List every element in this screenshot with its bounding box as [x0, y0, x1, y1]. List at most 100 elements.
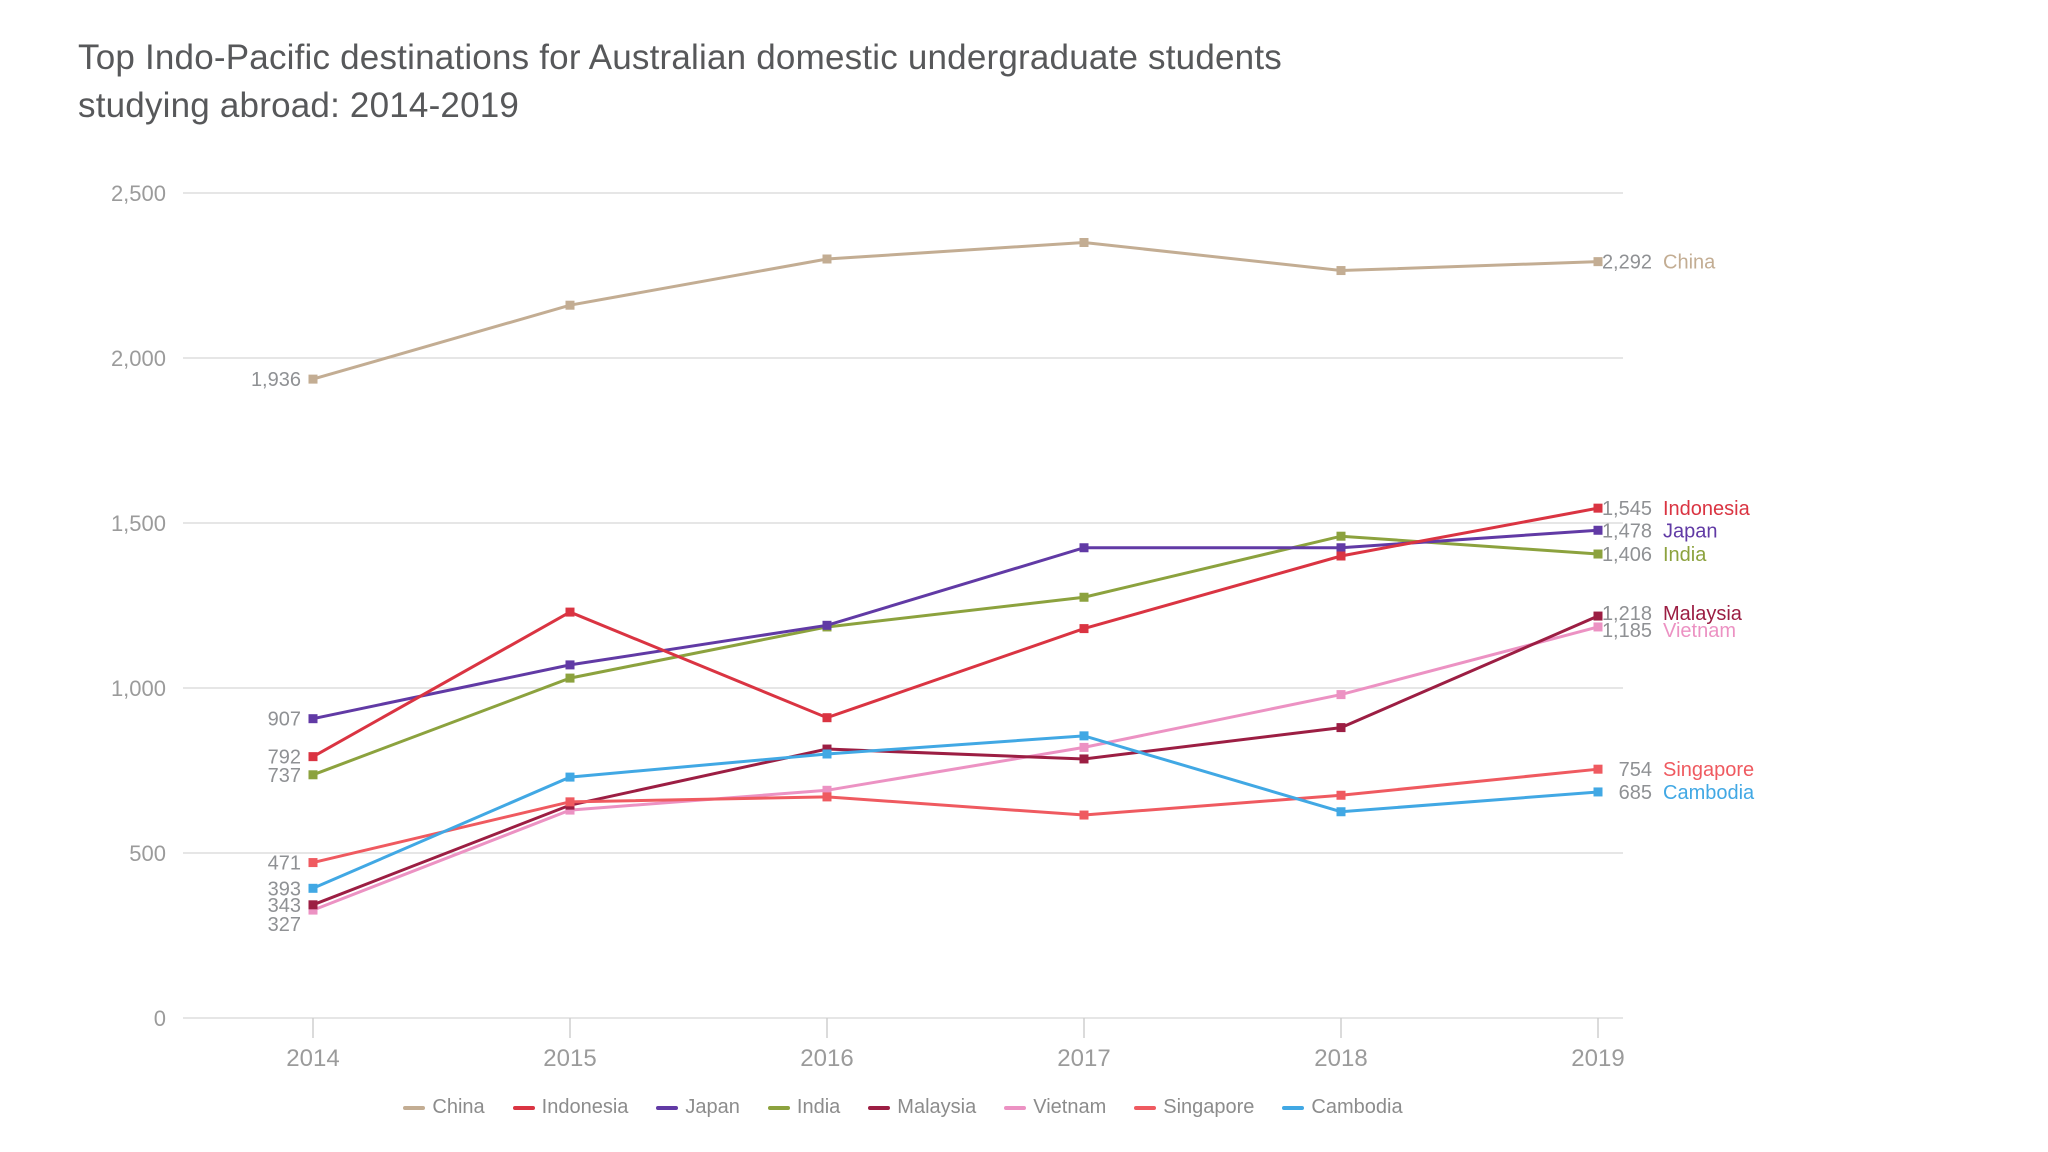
- marker-india-2019: [1593, 549, 1603, 559]
- series-line-singapore: [312, 767, 1599, 865]
- marker-malaysia-2018: [1336, 723, 1346, 733]
- legend-label-japan: Japan: [685, 1096, 740, 1118]
- legend-item-japan: Japan: [656, 1096, 740, 1119]
- start-value-label-malaysia: 343: [268, 895, 301, 917]
- marker-india-2017: [1079, 592, 1089, 602]
- marker-vietnam-2015: [565, 805, 575, 815]
- legend-item-vietnam: Vietnam: [1004, 1096, 1106, 1119]
- legend-dash-icon-japan: [656, 1105, 679, 1110]
- x-axis-label-2017: 2017: [1057, 1045, 1110, 1072]
- marker-japan-2016: [822, 620, 832, 630]
- marker-china-2019: [1593, 257, 1603, 267]
- chart-title: Top Indo-Pacific destinations for Austra…: [78, 38, 1282, 125]
- marker-japan-2019: [1593, 525, 1603, 535]
- marker-cambodia-2017: [1079, 731, 1089, 741]
- marker-malaysia-2016: [822, 744, 832, 754]
- legend-label-china: China: [432, 1096, 485, 1118]
- start-value-label-cambodia: 393: [268, 878, 301, 900]
- marker-indonesia-2015: [565, 607, 575, 617]
- y-axis-label-1000: 1,000: [111, 676, 166, 701]
- legend-dash-icon-vietnam: [1004, 1105, 1027, 1110]
- series-line-cambodia: [312, 734, 1599, 890]
- legend-label-indonesia: Indonesia: [541, 1096, 629, 1118]
- end-series-name-japan: Japan: [1663, 520, 1718, 542]
- x-axis-label-2019: 2019: [1571, 1045, 1624, 1072]
- legend-dash-icon-indonesia: [512, 1105, 535, 1110]
- y-axis-label-0: 0: [154, 1006, 166, 1031]
- start-value-label-china: 1,936: [251, 369, 301, 391]
- chart-legend: China Indonesia Japan India Malaysia Vietnam S…: [183, 1096, 1623, 1119]
- legend-dash-icon-cambodia: [1282, 1105, 1305, 1110]
- marker-cambodia-2019: [1593, 787, 1603, 797]
- series-line-china: [312, 240, 1599, 381]
- marker-india-2018: [1336, 531, 1346, 541]
- legend-label-malaysia: Malaysia: [897, 1096, 977, 1118]
- series-line-malaysia: [312, 614, 1599, 907]
- marker-japan-2018: [1336, 543, 1346, 553]
- marker-cambodia-2018: [1336, 807, 1346, 817]
- start-value-label-singapore: 471: [268, 853, 301, 875]
- end-value-label-indonesia: 1,545: [1602, 498, 1652, 520]
- series-line-india: [312, 534, 1599, 777]
- legend-label-vietnam: Vietnam: [1033, 1096, 1107, 1118]
- legend-item-malaysia: Malaysia: [868, 1096, 976, 1119]
- marker-singapore-2018: [1336, 790, 1346, 800]
- marker-china-2014: [308, 374, 318, 384]
- marker-china-2018: [1336, 266, 1346, 276]
- marker-malaysia-2014: [308, 900, 318, 910]
- y-axis-label-500: 500: [129, 841, 166, 866]
- marker-singapore-2015: [565, 797, 575, 807]
- marker-vietnam-2014: [308, 905, 318, 915]
- end-series-name-china: China: [1663, 252, 1716, 274]
- marker-cambodia-2015: [565, 772, 575, 782]
- series-line-japan: [312, 528, 1599, 721]
- marker-singapore-2014: [308, 858, 318, 868]
- end-value-label-china: 2,292: [1602, 252, 1652, 274]
- marker-singapore-2016: [822, 792, 832, 802]
- y-axis-label-2000: 2,000: [111, 346, 166, 371]
- start-value-label-japan: 907: [268, 709, 301, 731]
- y-axis-label-2500: 2,500: [111, 181, 166, 206]
- end-series-name-cambodia: Cambodia: [1663, 782, 1755, 804]
- marker-indonesia-2017: [1079, 624, 1089, 634]
- start-value-label-india: 737: [268, 765, 301, 787]
- legend-dash-icon-singapore: [1134, 1105, 1157, 1110]
- marker-vietnam-2018: [1336, 690, 1346, 700]
- marker-indonesia-2018: [1336, 551, 1346, 561]
- start-value-label-vietnam: 327: [268, 914, 301, 936]
- marker-japan-2017: [1079, 543, 1089, 553]
- x-axis-label-2018: 2018: [1314, 1045, 1367, 1072]
- series-line-indonesia: [312, 506, 1599, 758]
- legend-label-singapore: Singapore: [1163, 1096, 1255, 1118]
- marker-cambodia-2014: [308, 883, 318, 893]
- marker-indonesia-2014: [308, 752, 318, 762]
- legend-item-india: India: [767, 1096, 841, 1119]
- end-series-name-india: India: [1663, 544, 1707, 566]
- marker-japan-2014: [308, 714, 318, 724]
- end-series-name-malaysia: Malaysia: [1663, 603, 1743, 625]
- legend-item-cambodia: Cambodia: [1282, 1096, 1403, 1119]
- end-series-name-vietnam: Vietnam: [1663, 620, 1736, 642]
- marker-singapore-2017: [1079, 810, 1089, 820]
- marker-malaysia-2017: [1079, 754, 1089, 764]
- marker-vietnam-2017: [1079, 742, 1089, 752]
- legend-label-india: India: [796, 1096, 841, 1118]
- y-axis-label-1500: 1,500: [111, 511, 166, 536]
- marker-japan-2015: [565, 660, 575, 670]
- legend-dash-icon-malaysia: [868, 1105, 891, 1110]
- marker-indonesia-2019: [1593, 503, 1603, 513]
- marker-malaysia-2019: [1593, 611, 1603, 621]
- legend-label-cambodia: Cambodia: [1311, 1096, 1403, 1118]
- marker-vietnam-2019: [1593, 622, 1603, 632]
- legend-dash-icon-china: [403, 1105, 426, 1110]
- end-value-label-vietnam: 1,185: [1602, 620, 1652, 642]
- end-value-label-japan: 1,478: [1602, 520, 1652, 542]
- legend-dash-icon-india: [767, 1105, 790, 1110]
- x-axis-label-2016: 2016: [800, 1045, 853, 1072]
- end-series-name-indonesia: Indonesia: [1663, 498, 1751, 520]
- start-value-label-indonesia: 792: [268, 747, 301, 769]
- x-axis-label-2014: 2014: [286, 1045, 339, 1072]
- marker-india-2015: [565, 673, 575, 683]
